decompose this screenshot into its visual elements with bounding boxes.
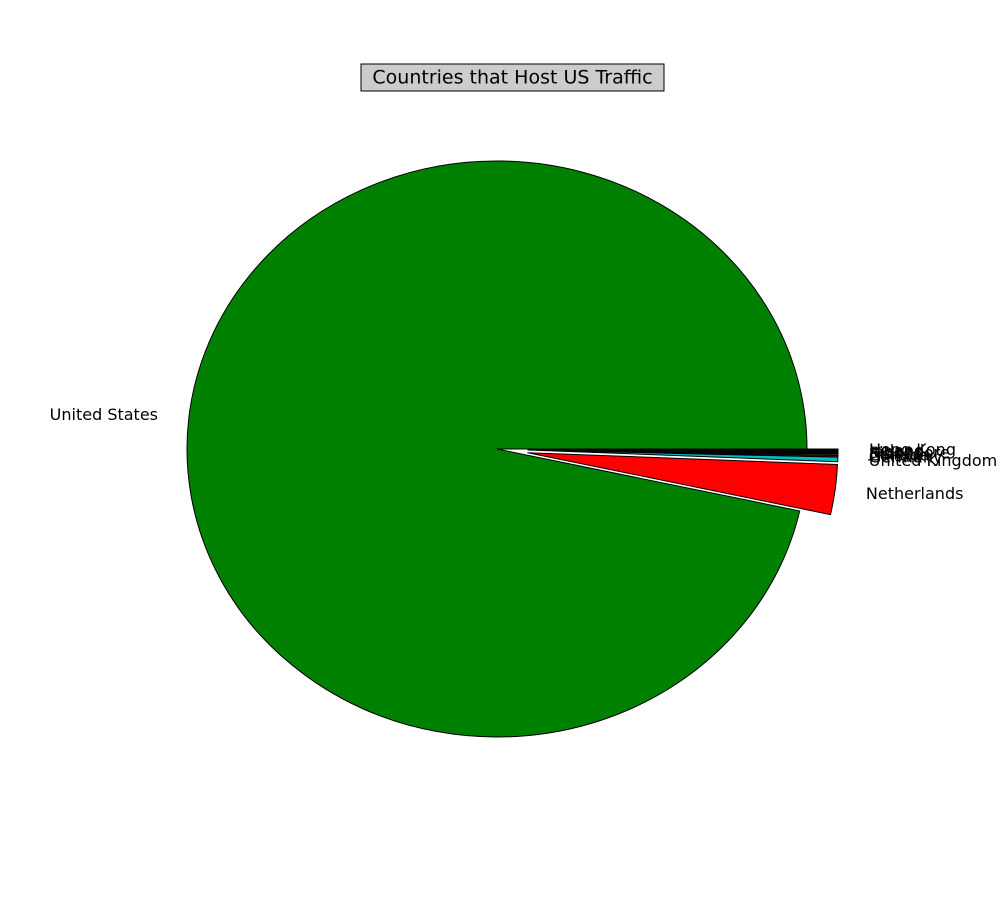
pie-label-singapore: Singapore — [869, 443, 950, 462]
pie-slice-netherlands — [527, 452, 838, 516]
pie-label-ireland: Ireland — [869, 441, 924, 460]
pie-slice-hong-kong — [527, 448, 839, 451]
pie-label-netherlands: Netherlands — [866, 484, 964, 503]
pie-label-hong-kong: Hong Kong — [869, 440, 956, 459]
pie-label-japan: Japan — [868, 442, 914, 461]
pie-label-germany: Germany — [869, 447, 943, 466]
chart-title: Countries that Host US Traffic — [360, 63, 665, 92]
chart-title-box — [360, 63, 665, 92]
pie-slices — [186, 160, 839, 738]
pie-label-canada: Canada — [869, 446, 930, 465]
pie-label-united-states: United States — [50, 405, 158, 424]
chart-title-text: Countries that Host US Traffic — [372, 67, 652, 89]
pie-label-united-kingdom: United Kingdom — [869, 451, 997, 470]
pie-labels: United States Netherlands United KingdomGe… — [50, 405, 998, 503]
pie-label-france: France — [869, 444, 922, 463]
pie-slice-united-states — [186, 160, 808, 738]
